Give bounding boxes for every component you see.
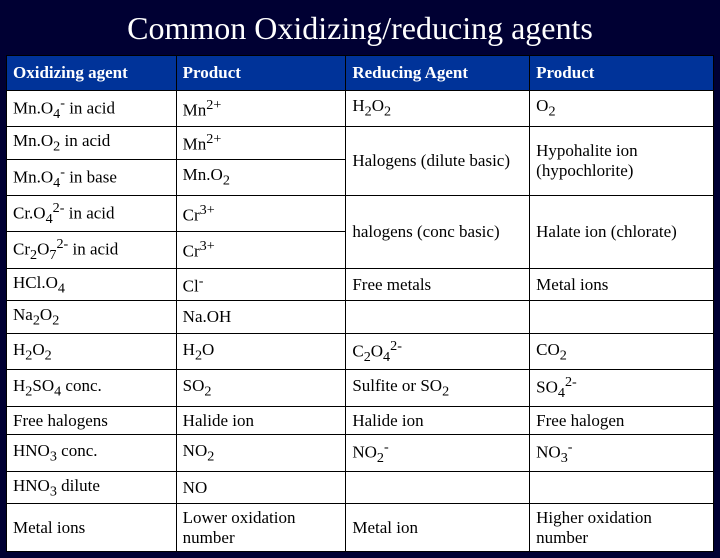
- table-row: Mn.O2 in acidMn2+Halogens (dilute basic)…: [7, 126, 714, 159]
- table-body: Mn.O4- in acidMn2+H2O2O2Mn.O2 in acidMn2…: [7, 90, 714, 552]
- cell-product-reducing: Metal ions: [530, 268, 714, 301]
- col-header: Reducing Agent: [346, 56, 530, 91]
- cell-oxidizing-agent: Na2O2: [7, 301, 177, 334]
- cell-oxidizing-agent: Cr2O72- in acid: [7, 232, 177, 268]
- cell-product-reducing: SO42-: [530, 370, 714, 406]
- cell-reducing-agent: Halide ion: [346, 406, 530, 435]
- cell-product-oxidizing: Halide ion: [176, 406, 346, 435]
- cell-product-oxidizing: Mn2+: [176, 126, 346, 159]
- cell-oxidizing-agent: Mn.O2 in acid: [7, 126, 177, 159]
- cell-oxidizing-agent: HNO3 conc.: [7, 435, 177, 471]
- table-row: Na2O2Na.OH: [7, 301, 714, 334]
- col-header: Oxidizing agent: [7, 56, 177, 91]
- col-header: Product: [176, 56, 346, 91]
- table-row: HNO3 conc.NO2NO2-NO3-: [7, 435, 714, 471]
- cell-product-oxidizing: NO2: [176, 435, 346, 471]
- cell-oxidizing-agent: Mn.O4- in base: [7, 159, 177, 195]
- cell-reducing-agent: halogens (conc basic): [346, 195, 530, 268]
- table-head: Oxidizing agent Product Reducing Agent P…: [7, 56, 714, 91]
- cell-reducing-agent: Halogens (dilute basic): [346, 126, 530, 195]
- cell-product-reducing: [530, 471, 714, 504]
- table-row: Metal ionsLower oxidation numberMetal io…: [7, 504, 714, 552]
- cell-oxidizing-agent: H2O2: [7, 333, 177, 369]
- cell-product-reducing: Higher oxidation number: [530, 504, 714, 552]
- table-row: Mn.O4- in acidMn2+H2O2O2: [7, 90, 714, 126]
- table-row: HCl.O4Cl-Free metalsMetal ions: [7, 268, 714, 301]
- cell-product-reducing: NO3-: [530, 435, 714, 471]
- table-container: Oxidizing agent Product Reducing Agent P…: [0, 55, 720, 558]
- cell-oxidizing-agent: HNO3 dilute: [7, 471, 177, 504]
- cell-reducing-agent: Free metals: [346, 268, 530, 301]
- cell-reducing-agent: C2O42-: [346, 333, 530, 369]
- cell-oxidizing-agent: Mn.O4- in acid: [7, 90, 177, 126]
- cell-product-oxidizing: H2O: [176, 333, 346, 369]
- cell-oxidizing-agent: Cr.O42- in acid: [7, 195, 177, 231]
- page-title: Common Oxidizing/reducing agents: [0, 0, 720, 55]
- cell-product-reducing: Halate ion (chlorate): [530, 195, 714, 268]
- cell-reducing-agent: H2O2: [346, 90, 530, 126]
- cell-oxidizing-agent: Free halogens: [7, 406, 177, 435]
- cell-reducing-agent: NO2-: [346, 435, 530, 471]
- cell-reducing-agent: [346, 301, 530, 334]
- cell-product-reducing: Hypohalite ion (hypochlorite): [530, 126, 714, 195]
- cell-product-oxidizing: Cr3+: [176, 232, 346, 268]
- agents-table: Oxidizing agent Product Reducing Agent P…: [6, 55, 714, 552]
- cell-product-reducing: Free halogen: [530, 406, 714, 435]
- cell-product-reducing: O2: [530, 90, 714, 126]
- cell-reducing-agent: [346, 471, 530, 504]
- cell-product-oxidizing: Cl-: [176, 268, 346, 301]
- cell-product-oxidizing: Cr3+: [176, 195, 346, 231]
- table-row: HNO3 diluteNO: [7, 471, 714, 504]
- header-row: Oxidizing agent Product Reducing Agent P…: [7, 56, 714, 91]
- table-row: Free halogensHalide ionHalide ionFree ha…: [7, 406, 714, 435]
- cell-product-oxidizing: SO2: [176, 370, 346, 406]
- cell-reducing-agent: Metal ion: [346, 504, 530, 552]
- cell-product-oxidizing: Mn.O2: [176, 159, 346, 195]
- cell-product-oxidizing: Na.OH: [176, 301, 346, 334]
- table-row: Cr.O42- in acidCr3+halogens (conc basic)…: [7, 195, 714, 231]
- table-row: H2SO4 conc.SO2Sulfite or SO2SO42-: [7, 370, 714, 406]
- col-header: Product: [530, 56, 714, 91]
- table-row: H2O2H2OC2O42-CO2: [7, 333, 714, 369]
- cell-product-reducing: [530, 301, 714, 334]
- cell-oxidizing-agent: HCl.O4: [7, 268, 177, 301]
- cell-reducing-agent: Sulfite or SO2: [346, 370, 530, 406]
- cell-product-oxidizing: Mn2+: [176, 90, 346, 126]
- cell-oxidizing-agent: Metal ions: [7, 504, 177, 552]
- cell-product-oxidizing: NO: [176, 471, 346, 504]
- cell-product-oxidizing: Lower oxidation number: [176, 504, 346, 552]
- slide: Common Oxidizing/reducing agents Oxidizi…: [0, 0, 720, 540]
- cell-product-reducing: CO2: [530, 333, 714, 369]
- cell-oxidizing-agent: H2SO4 conc.: [7, 370, 177, 406]
